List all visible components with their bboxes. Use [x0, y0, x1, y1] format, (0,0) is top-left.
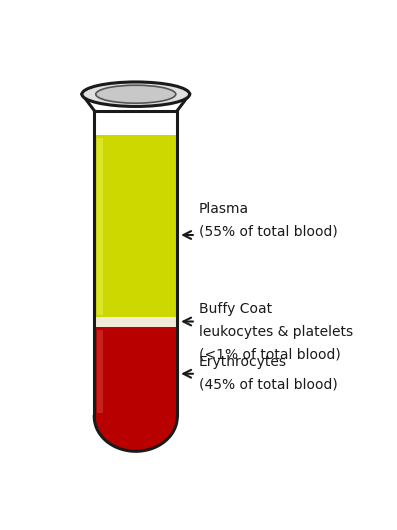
Text: Plasma: Plasma — [199, 202, 249, 216]
Text: Buffy Coat: Buffy Coat — [199, 302, 272, 316]
Polygon shape — [91, 327, 180, 460]
Text: (<1% of total blood): (<1% of total blood) — [199, 347, 341, 361]
Polygon shape — [94, 417, 177, 451]
Polygon shape — [94, 135, 177, 316]
Text: (55% of total blood): (55% of total blood) — [199, 225, 337, 239]
Text: leukocytes & platelets: leukocytes & platelets — [199, 325, 353, 339]
Ellipse shape — [96, 85, 176, 103]
Polygon shape — [97, 330, 104, 412]
Ellipse shape — [82, 82, 190, 107]
Polygon shape — [94, 316, 177, 327]
Text: (45% of total blood): (45% of total blood) — [199, 378, 337, 392]
Text: Erythrocytes: Erythrocytes — [199, 356, 287, 369]
Polygon shape — [97, 138, 104, 315]
